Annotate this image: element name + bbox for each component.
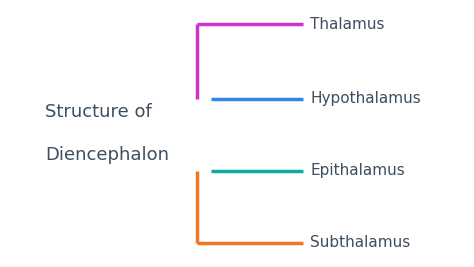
Text: Structure of: Structure of (45, 103, 152, 121)
Text: Epithalamus: Epithalamus (310, 163, 405, 178)
Text: Thalamus: Thalamus (310, 17, 385, 32)
Text: Subthalamus: Subthalamus (310, 235, 410, 250)
Text: Diencephalon: Diencephalon (45, 146, 169, 164)
Text: Hypothalamus: Hypothalamus (310, 91, 421, 106)
